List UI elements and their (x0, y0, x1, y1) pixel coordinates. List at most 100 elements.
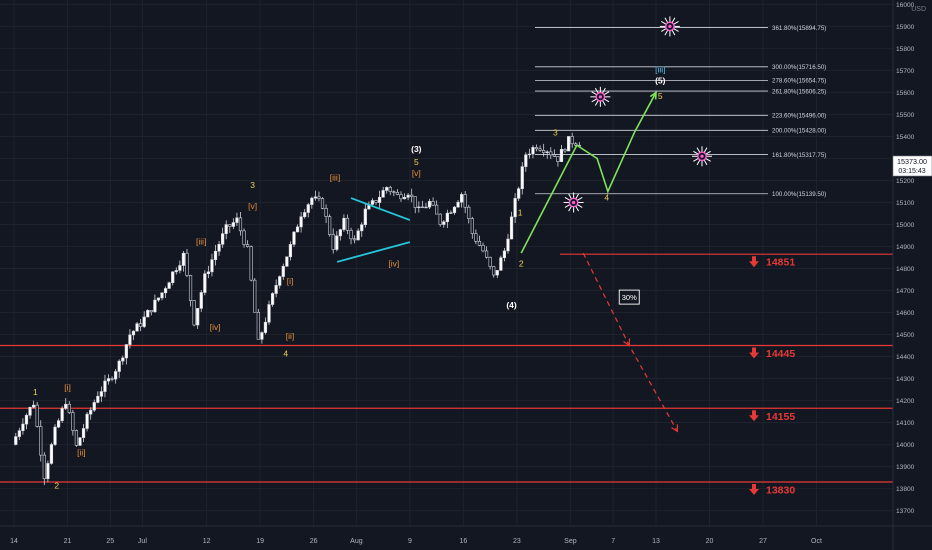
candle-body (32, 404, 36, 408)
candle-body (424, 206, 428, 209)
bearish-dashed-line (582, 252, 678, 432)
fib-level-label: 261.80%(15606.25) (772, 88, 826, 95)
candle-body (110, 378, 114, 380)
candle-body (53, 426, 57, 445)
candle-body (470, 218, 474, 234)
triangle-upper-line (350, 197, 411, 221)
wave-label: 5 (658, 91, 663, 101)
candle-body (552, 154, 556, 157)
wave-labels: 1 [i] 2 [ii] [iii] [iv] 3 [v] [i] [ii] 4 [iii] [iv] (… (33, 65, 666, 491)
candle-body (534, 147, 539, 150)
candle-body (499, 257, 503, 271)
candle-body (385, 187, 389, 191)
candle-body (356, 230, 360, 241)
candle-body (249, 246, 253, 281)
candle-body (481, 245, 485, 252)
time-axis[interactable]: 14 21 25 Jul 12 19 26 Aug 9 16 23 Sep 7 13 20 27 Oct (0, 525, 932, 545)
down-arrow-icon (749, 483, 759, 495)
x-tick-label: 25 (106, 538, 114, 545)
wave-label: 3 (250, 180, 255, 190)
candle-body (377, 196, 382, 203)
candle-body (160, 292, 164, 299)
candle-body (527, 153, 531, 156)
candle-body (171, 271, 175, 284)
candle-body (174, 270, 178, 273)
y-tick-label: 14900 (896, 244, 915, 251)
support-label: 13830 (766, 484, 795, 496)
wave-label: 1 (33, 387, 38, 397)
candle-body (235, 217, 239, 223)
candle-body (228, 224, 232, 227)
candle-body (570, 136, 574, 145)
marker-ray (673, 20, 679, 25)
target-markers (563, 16, 713, 213)
y-tick-label: 15800 (896, 46, 915, 53)
candle-body (28, 406, 32, 416)
fib-level-label: 278.60%(15654.75) (772, 78, 826, 85)
marker-ray (660, 20, 667, 25)
x-tick-label: 23 (513, 538, 521, 545)
candle-body (477, 241, 482, 246)
candle-body (374, 200, 378, 203)
candle-body (474, 233, 478, 242)
candle-body (21, 423, 25, 431)
wave-label: 3 (553, 127, 558, 137)
candle-body (135, 323, 139, 332)
y-tick-label: 15100 (896, 200, 915, 207)
y-tick-label: 14400 (896, 354, 915, 361)
x-tick-label: Jul (138, 538, 147, 545)
candle-body (231, 222, 235, 227)
marker-ray (576, 197, 583, 201)
candle-body (531, 147, 535, 155)
projection-path (520, 90, 657, 254)
x-tick-label: 12 (203, 538, 211, 545)
candle-body (128, 334, 132, 345)
marker-ray (660, 27, 667, 32)
y-tick-label: 15600 (896, 90, 915, 97)
candle-body (46, 463, 50, 480)
candle-body (99, 391, 103, 397)
candle-body (338, 229, 342, 237)
candle-body (310, 197, 314, 205)
triangle-pattern (336, 197, 411, 263)
currency-label: USD (911, 6, 926, 13)
candle-body (106, 378, 111, 382)
candle-body (92, 402, 96, 411)
candle-body (146, 310, 150, 318)
candle-body (363, 208, 367, 226)
fib-level-label: 200.00%(15428.00) (772, 128, 826, 135)
wave-label: (4) (506, 300, 517, 310)
support-label: 14155 (766, 411, 795, 423)
candle-body (253, 279, 257, 313)
y-tick-label: 13900 (896, 464, 915, 471)
x-tick-label: Oct (811, 538, 822, 545)
fib-level-label: 361.80%(15894.75) (772, 25, 826, 32)
support-label: 14851 (766, 257, 795, 269)
candle-body (278, 276, 282, 286)
candle-body (292, 231, 296, 245)
marker-ray (705, 157, 711, 162)
wave-label: 2 (54, 481, 59, 491)
candle-body (121, 357, 125, 362)
candle-body (317, 196, 321, 199)
candle-body (427, 201, 432, 208)
candle-body (435, 204, 439, 215)
marker-ray (594, 100, 599, 106)
marker-core (572, 200, 576, 205)
candle-body (395, 192, 400, 195)
wave-label: 2 (519, 258, 524, 268)
candle-body (342, 217, 346, 230)
marker-ray (568, 205, 573, 212)
target-marker-icon (659, 16, 680, 37)
candle-body (563, 149, 567, 152)
candle-body (545, 151, 549, 153)
wave-label: [iii] (330, 172, 340, 182)
candle-body (124, 344, 128, 359)
candle-body (260, 332, 264, 340)
candle-body (406, 194, 410, 198)
y-tick-label: 14600 (896, 310, 915, 317)
price-axis[interactable]: 13700 13800 13900 14000 14100 14200 14300 14400… (892, 0, 915, 550)
candle-body (196, 308, 200, 326)
current-price-tag: 15373.00 03:15:43 (892, 155, 932, 177)
